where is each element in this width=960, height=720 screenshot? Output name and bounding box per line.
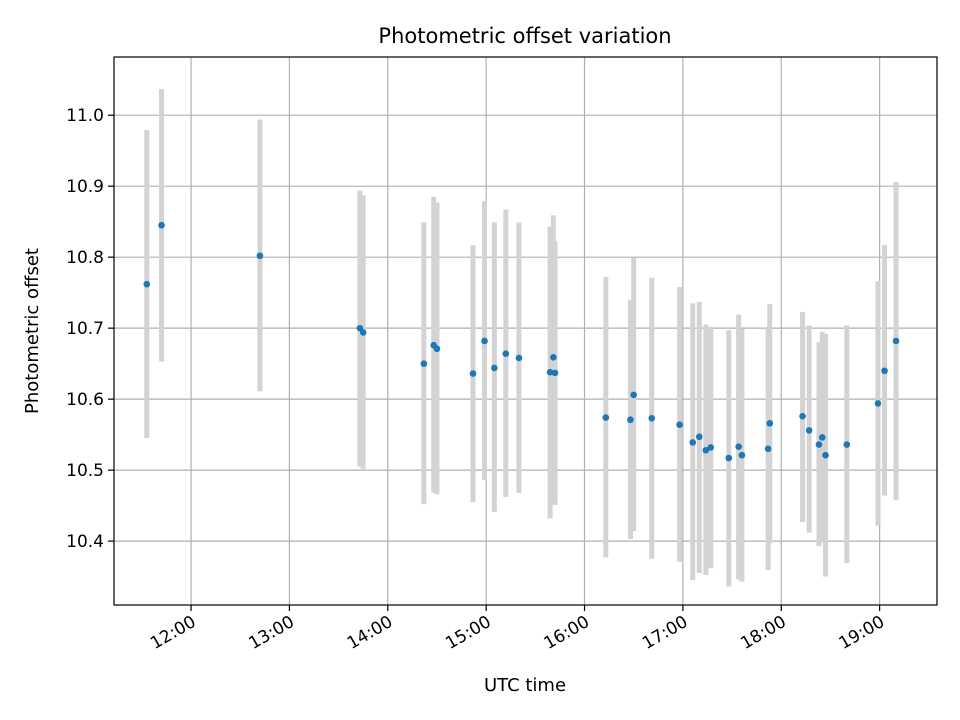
data-point — [502, 350, 510, 358]
data-point — [702, 446, 710, 454]
x-tick-label: 18:00 — [737, 612, 789, 654]
y-axis-label: Photometric offset — [22, 248, 43, 414]
data-point — [143, 280, 151, 288]
data-point — [630, 391, 638, 399]
data-point — [843, 441, 851, 448]
data-point — [420, 360, 428, 367]
y-axis-ticks: 10.4 10.5 10.6 10.7 10.8 10.9 11.0 — [66, 106, 114, 552]
data-point — [892, 337, 900, 345]
data-point — [735, 443, 742, 451]
data-point — [738, 451, 746, 459]
x-tick-label: 16:00 — [541, 612, 593, 654]
y-tick-label: 11.0 — [66, 106, 104, 126]
data-point — [546, 368, 554, 376]
x-tick-label: 14:00 — [344, 612, 396, 654]
data-point — [799, 412, 806, 420]
data-point — [627, 416, 634, 424]
data-point — [874, 400, 882, 407]
x-tick-label: 17:00 — [639, 612, 691, 654]
data-point — [158, 221, 165, 229]
plot-frame — [113, 56, 938, 606]
data-point — [648, 415, 656, 422]
y-tick-label: 10.4 — [66, 532, 104, 552]
data-point — [433, 345, 441, 353]
data-point — [695, 433, 703, 441]
data-point — [707, 444, 715, 451]
x-tick-label: 12:00 — [147, 612, 199, 654]
x-tick-label: 13:00 — [245, 612, 297, 654]
y-tick-label: 10.6 — [66, 390, 104, 410]
data-point — [256, 252, 264, 260]
data-point — [805, 427, 813, 434]
data-point — [481, 337, 488, 345]
data-point — [815, 441, 823, 448]
data-point — [469, 370, 477, 377]
x-axis-label: UTC time — [484, 675, 566, 696]
data-point — [818, 434, 826, 441]
error-bars — [144, 88, 899, 587]
chart-title: Photometric offset variation — [378, 24, 671, 48]
y-tick-label: 10.9 — [66, 177, 104, 197]
data-point — [359, 329, 367, 336]
data-point — [725, 454, 733, 462]
data-point — [766, 419, 774, 427]
data-point — [676, 421, 683, 428]
data-point — [551, 369, 559, 377]
data-point — [515, 354, 523, 362]
x-tick-label: 15:00 — [442, 612, 494, 654]
x-axis-ticks: 12:00 13:00 14:00 15:00 16:00 17:00 18:00 19:00 — [147, 605, 888, 654]
data-point — [881, 367, 888, 375]
y-tick-label: 10.7 — [66, 319, 104, 339]
data-point — [689, 439, 697, 446]
data-point — [602, 414, 610, 421]
data-point — [550, 353, 557, 361]
x-tick-label: 19:00 — [836, 612, 888, 654]
data-point — [822, 451, 829, 459]
data-points — [143, 221, 900, 462]
grid-lines — [114, 57, 937, 605]
data-point — [764, 445, 772, 453]
y-tick-label: 10.5 — [66, 461, 104, 481]
y-tick-label: 10.8 — [66, 248, 104, 268]
data-point — [491, 364, 498, 372]
